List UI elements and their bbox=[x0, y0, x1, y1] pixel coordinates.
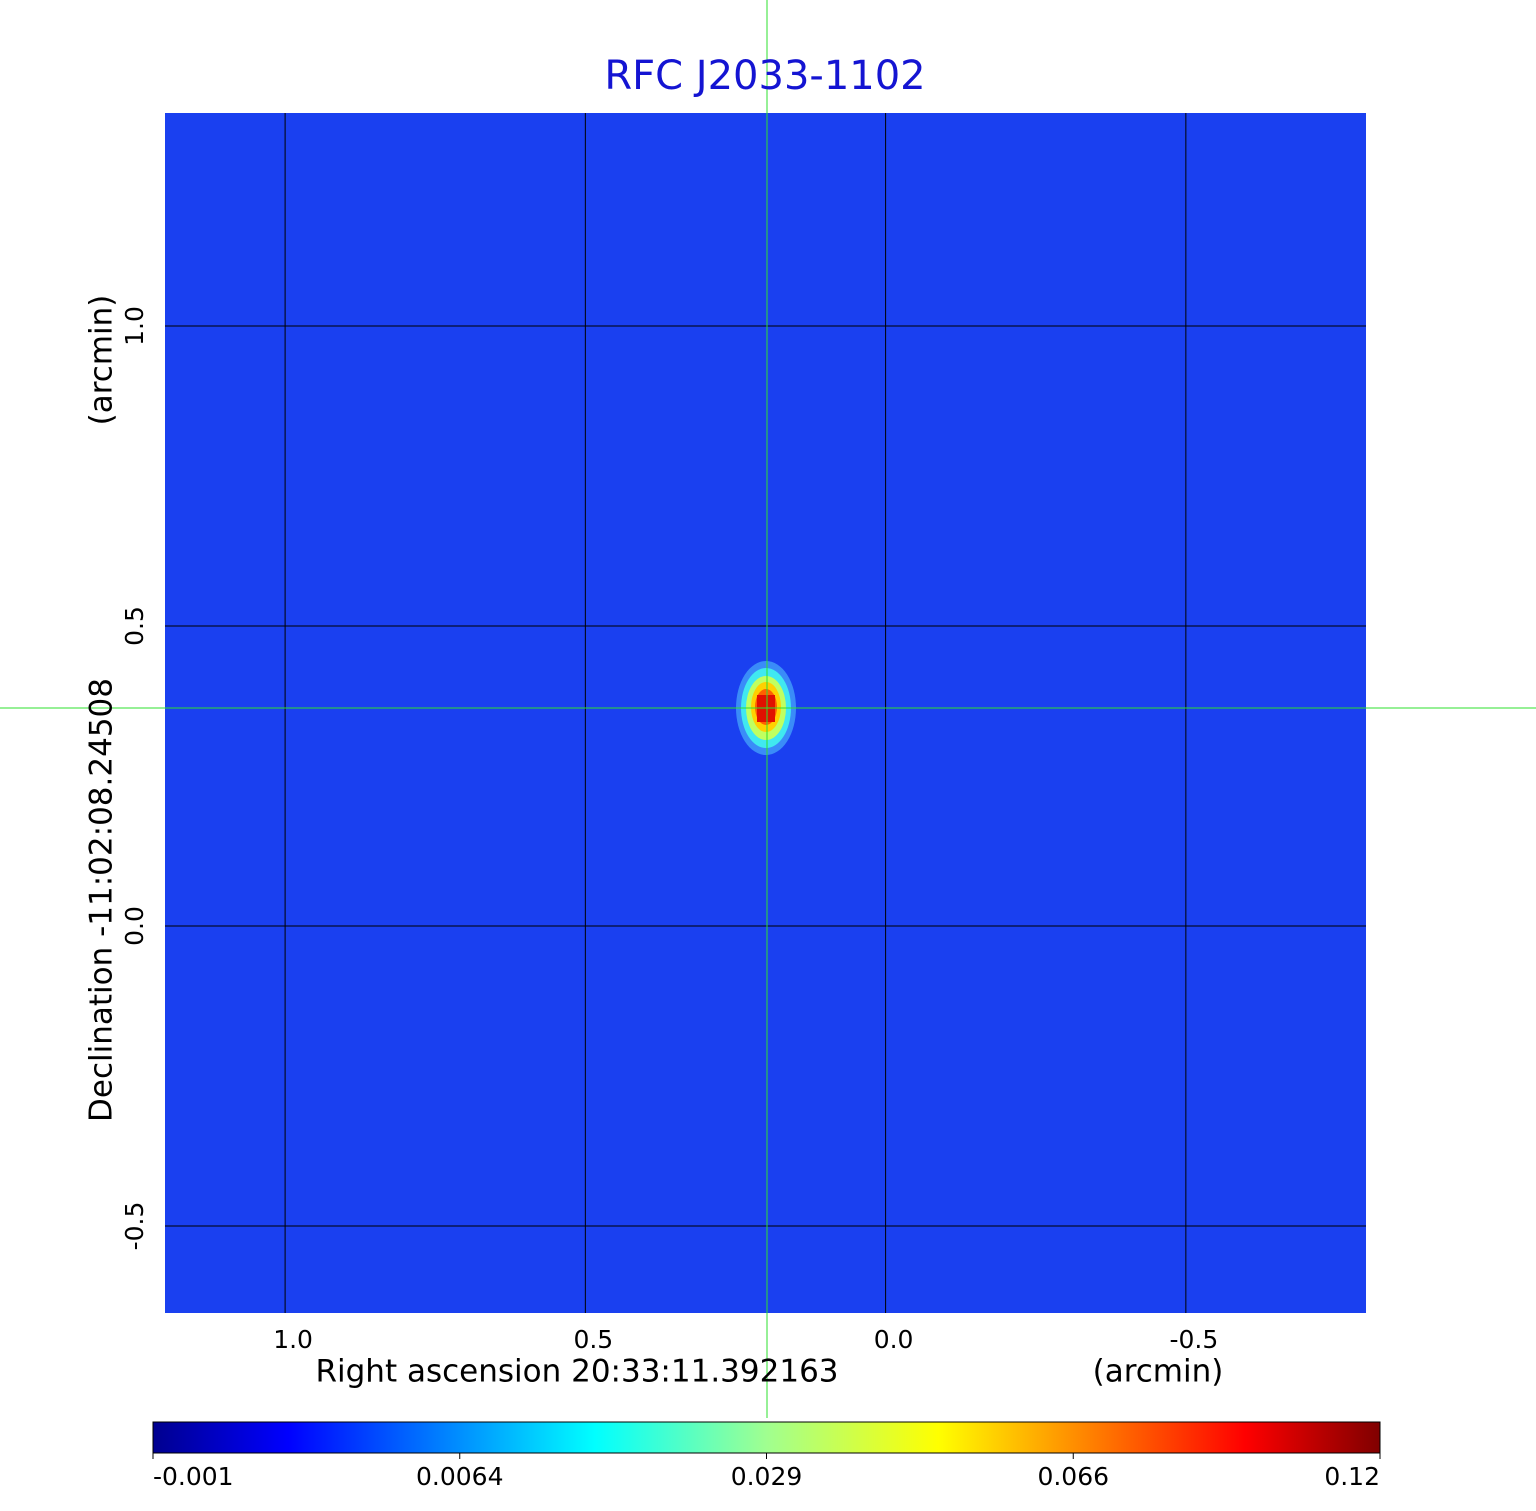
x-tick-label: 0.5 bbox=[573, 1325, 613, 1354]
axes bbox=[165, 113, 1366, 1313]
chart-title: RFC J2033-1102 bbox=[604, 53, 925, 99]
x-axis-unit: (arcmin) bbox=[1093, 1354, 1224, 1390]
x-tick-label: 0.0 bbox=[874, 1325, 914, 1354]
y-tick-label: 1.0 bbox=[120, 306, 149, 346]
y-tick-label: -0.5 bbox=[120, 1202, 149, 1251]
x-tick-label: -0.5 bbox=[1169, 1325, 1218, 1354]
y-tick-label: 0.5 bbox=[120, 606, 149, 646]
y-axis-unit: (arcmin) bbox=[84, 295, 120, 426]
colorbar-tick-label: 0.12 bbox=[1324, 1462, 1380, 1491]
y-axis-label: Declination -11:02:08.24508 bbox=[84, 678, 120, 1122]
colorbar-tick-label: 0.0064 bbox=[416, 1462, 503, 1491]
colorbar-tick-label: -0.001 bbox=[153, 1462, 234, 1491]
y-tick-label: 0.0 bbox=[120, 906, 149, 946]
colorbar-tick-label: 0.066 bbox=[1037, 1462, 1109, 1491]
x-tick-label: 1.0 bbox=[273, 1325, 313, 1354]
colorbar-tick-label: 0.029 bbox=[731, 1462, 803, 1491]
colorbar bbox=[152, 1421, 1381, 1454]
x-axis-label: Right ascension 20:33:11.392163 bbox=[315, 1354, 838, 1390]
